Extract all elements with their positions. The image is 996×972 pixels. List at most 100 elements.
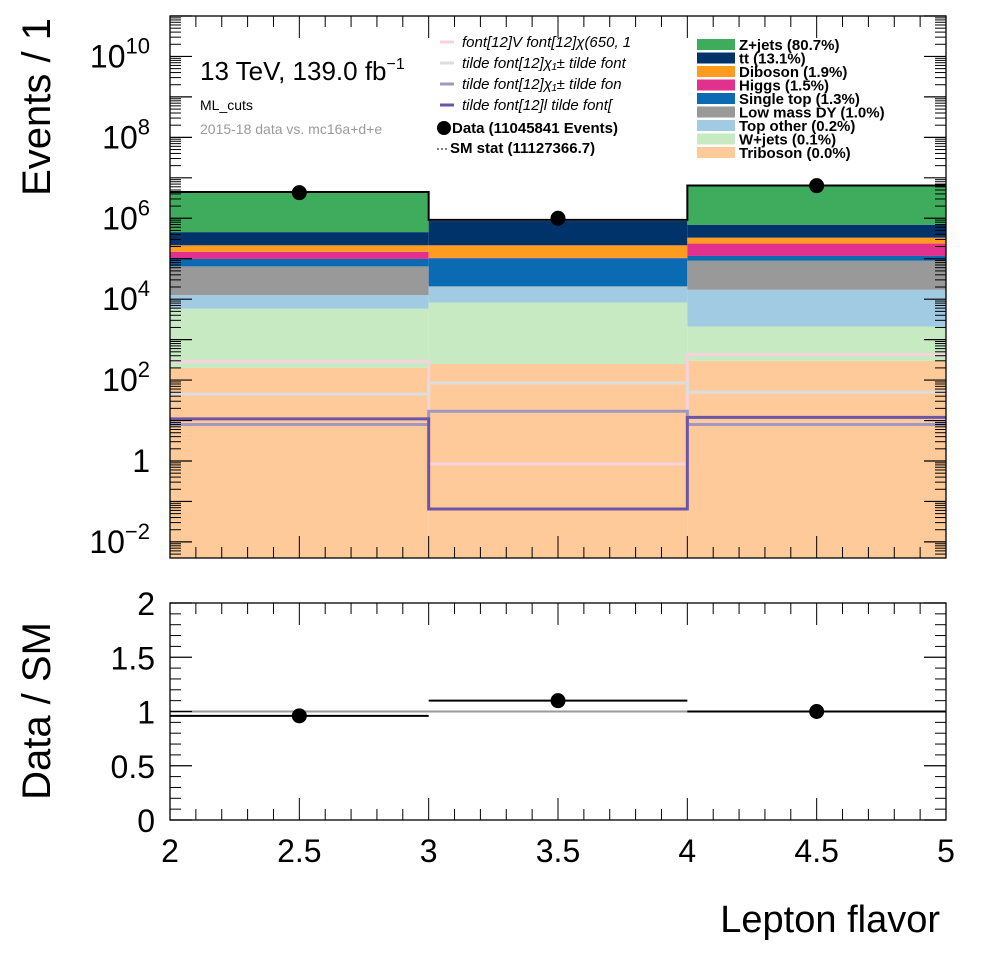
signal-line-1 (170, 352, 946, 466)
bar-diboson (428, 245, 688, 258)
bar-single-top (687, 255, 946, 261)
legend-signal-label: tilde font[12]χ₁± tilde fon (462, 76, 622, 93)
lumi-exponent: −1 (387, 56, 405, 73)
x-tick-label: 4.5 (794, 833, 838, 869)
ratio-y-axis-label: Data / SM (15, 622, 59, 800)
bar-single-top (428, 258, 688, 287)
legend-swatch (697, 147, 735, 158)
signal-lines (170, 352, 946, 511)
y-tick-label: 1 (132, 443, 150, 479)
legend-label: W+jets (0.1%) (739, 132, 836, 149)
bar-triboson (687, 360, 946, 558)
legend-label: Z+jets (80.7%) (739, 37, 839, 54)
bar-diboson (687, 237, 946, 244)
legend-label: Diboson (1.9%) (739, 64, 847, 81)
y-tick-base: 10 (102, 281, 138, 317)
legend-swatch (697, 39, 735, 50)
x-tick-label: 3.5 (536, 833, 580, 869)
ratio-y-tick-label: 2 (137, 586, 155, 622)
legend-swatch (697, 120, 735, 131)
bar-triboson (428, 363, 688, 558)
region-label: ML_cuts (200, 97, 253, 113)
ratio-y-tick-label: 1 (137, 695, 155, 731)
bar-triboson (170, 367, 429, 558)
legend-signal-label: tilde font[12]l tilde font[ (462, 97, 614, 114)
legend-swatch (697, 66, 735, 77)
legend-swatch (697, 106, 735, 118)
data-point (550, 210, 566, 226)
x-tick-label: 4 (678, 833, 696, 869)
y-tick-exponent: 10 (126, 33, 150, 58)
ratio-x-axis: 2 2.5 3 3.5 4 4.5 5 (161, 603, 955, 869)
main-y-axis-label: Events / 1 (15, 18, 59, 196)
legend: font[12]V font[12]χ(650, 1 tilde font[12]… (437, 34, 885, 162)
x-tick-label: 5 (937, 833, 955, 869)
legend-swatch (697, 52, 735, 64)
signal-line-4 (170, 415, 946, 511)
y-tick-exponent: 2 (138, 357, 150, 382)
bar-diboson (170, 245, 429, 252)
bar-top-other (428, 286, 688, 303)
y-tick-exponent: 4 (138, 276, 150, 301)
stacked-histogram (170, 184, 946, 558)
ratio-points (170, 693, 946, 724)
legend-label: Low mass DY (1.0%) (739, 105, 885, 122)
data-points (291, 178, 825, 226)
legend-swatch (697, 133, 735, 145)
bar-tt (170, 232, 429, 246)
y-tick-label: 1010 (90, 33, 150, 74)
y-tick-base: 10 (102, 362, 138, 398)
bar-low-mass-dy (687, 260, 946, 290)
y-tick-base: 10 (102, 119, 138, 155)
x-tick-label: 2.5 (277, 833, 321, 869)
x-tick-label: 3 (420, 833, 438, 869)
legend-label: tt (13.1%) (739, 51, 806, 68)
legend-data-marker (437, 121, 451, 135)
legend-label: Higgs (1.5%) (739, 78, 829, 95)
bar-top-other (687, 289, 946, 327)
y-tick-label: 102 (102, 357, 150, 398)
y-tick-exponent: −2 (125, 519, 150, 544)
ratio-y-tick-label: 1.5 (111, 640, 155, 676)
ratio-y-tick-label: 0 (137, 803, 155, 839)
legend-sm-label: SM stat (11127366.7) (450, 140, 595, 157)
signal-line-2 (170, 381, 946, 396)
y-tick-base: 10 (89, 524, 125, 560)
legend-label: Triboson (0.0%) (739, 145, 851, 162)
ratio-point (291, 708, 307, 724)
x-axis-label: Lepton flavor (720, 899, 940, 941)
legend-swatch (697, 93, 735, 104)
bar-higgs (687, 243, 946, 256)
y-tick-label: 108 (102, 114, 150, 155)
y-tick-label: 10−2 (89, 519, 150, 560)
legend-data-label: Data (11045841 Events) (452, 120, 618, 137)
ratio-y-axis: 0 0.5 1 1.5 2 (111, 586, 946, 839)
legend-label: Single top (1.3%) (739, 91, 860, 108)
dataset-label: 2015-18 data vs. mc16a+d+e (200, 121, 382, 137)
legend-swatch (697, 79, 735, 91)
data-point (809, 178, 825, 194)
bar-w-jets (170, 308, 429, 368)
ratio-point (550, 693, 566, 709)
signal-line-3 (170, 409, 946, 426)
bar-tt (687, 224, 946, 238)
y-tick-exponent: 6 (138, 195, 150, 220)
bar-w-jets (428, 302, 688, 364)
bar-higgs (170, 251, 429, 259)
data-point (291, 185, 307, 201)
y-tick-base: 10 (102, 200, 138, 236)
y-tick-base: 10 (90, 38, 126, 74)
bar-top-other (170, 295, 429, 309)
bar-single-top (170, 258, 429, 267)
ratio-point (809, 704, 825, 719)
y-tick-exponent: 8 (138, 114, 150, 139)
legend-signal-label: font[12]V font[12]χ(650, 1 (462, 34, 631, 51)
legend-label: Top other (0.2%) (739, 118, 855, 135)
main-x-ticks (169, 16, 947, 558)
energy-lumi-label: 13 TeV, 139.0 fb−1 (200, 56, 405, 86)
ratio-y-tick-label: 0.5 (111, 749, 155, 785)
y-tick-label: 106 (102, 195, 150, 236)
y-tick-label: 104 (102, 276, 150, 317)
